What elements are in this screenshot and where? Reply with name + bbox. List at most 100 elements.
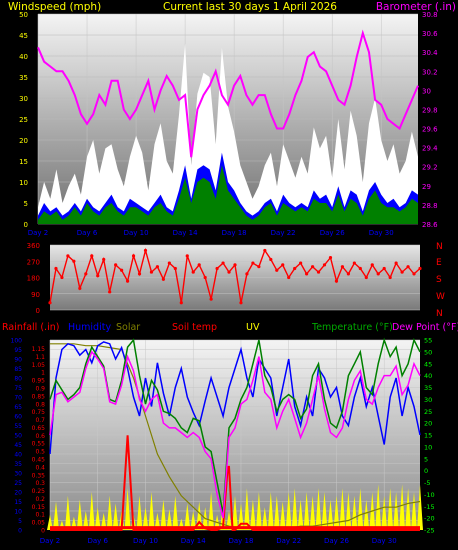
barometer-tick-label: 30.6 — [422, 30, 438, 38]
uv-spike — [106, 495, 113, 530]
barometer-tick-label: 29.8 — [422, 106, 438, 114]
uv-spike — [232, 495, 238, 530]
uv-spike — [112, 503, 119, 530]
rain-tick-label: 0.6 — [35, 433, 45, 440]
wind-direction-point — [185, 254, 189, 258]
wind-direction-point — [412, 272, 416, 276]
climate-x-tick-label: Day 18 — [228, 537, 253, 545]
wind-direction-point — [125, 279, 130, 283]
climate-x-tick-label: Day 2 — [40, 537, 61, 545]
wind-direction-point — [54, 266, 58, 271]
wind-peak-area — [38, 43, 418, 225]
barometer-line — [37, 29, 419, 158]
rain-tick-label: 0.45 — [32, 456, 46, 463]
direction-y-tick-label: 180 — [27, 275, 40, 283]
humidity-tick-label: 35 — [14, 461, 22, 468]
humidity-tick-label: 30 — [14, 471, 22, 478]
wind-y-tick-label: 50 — [19, 11, 28, 19]
wind-y-tick-label: 40 — [19, 53, 28, 61]
wind-y-tick-label: 10 — [19, 179, 28, 187]
wind-direction-point — [364, 275, 368, 280]
wind-direction-point — [305, 272, 309, 276]
wind-direction-point — [358, 266, 362, 271]
uv-spike — [255, 492, 262, 530]
wind-x-tick-label: Day 6 — [77, 229, 98, 237]
rain-tick-label: 1 — [41, 370, 45, 377]
dew-point-line — [49, 350, 421, 519]
legend-label: UV — [246, 322, 260, 333]
wind-direction-point — [376, 272, 380, 276]
wind-direction-point — [137, 272, 142, 276]
wind-y-tick-label: 35 — [19, 74, 28, 82]
rain-tick-label: 0.25 — [32, 488, 46, 495]
uv-spike — [375, 484, 382, 530]
uv-spike — [184, 503, 191, 530]
wind-direction-point — [310, 265, 315, 269]
wind-direction-point — [281, 263, 285, 267]
temperature-line — [49, 337, 421, 514]
temperature-tick-label: 10 — [424, 443, 432, 451]
uv-spike — [417, 484, 423, 530]
humidity-tick-label: 85 — [14, 366, 22, 373]
wind-direction-point — [90, 254, 94, 258]
wind-direction-point — [197, 263, 201, 267]
climate-x-tick-label: Day 6 — [87, 537, 108, 545]
rain-tick-label: 0.9 — [35, 385, 45, 392]
uv-spike — [76, 499, 83, 530]
temperature-tick-label: 20 — [424, 420, 432, 428]
wind-direction-point — [394, 261, 398, 265]
wind-direction-point — [322, 263, 327, 267]
temperature-tick-label: 50 — [424, 348, 432, 356]
wind-direction-point — [340, 265, 345, 269]
uv-spike — [88, 492, 95, 530]
uv-spike — [327, 499, 334, 530]
rain-tick-label: 0.95 — [32, 378, 46, 385]
wind-direction-point — [173, 266, 177, 271]
uv-spike — [166, 509, 173, 530]
barometer-title: Barometer (.in) — [376, 1, 456, 13]
uv-spike — [381, 495, 388, 530]
wind-direction-point — [215, 266, 219, 271]
temperature-tick-label: 55 — [424, 337, 432, 345]
wind-direction-point — [149, 270, 154, 274]
temperature-tick-label: 40 — [424, 372, 432, 380]
wind-direction-point — [84, 272, 88, 276]
uv-spike — [387, 488, 394, 530]
uv-spike — [303, 492, 310, 530]
temperature-tick-label: 5 — [424, 455, 428, 463]
rainfall-line — [50, 435, 420, 531]
rain-tick-label: 0.75 — [32, 409, 46, 416]
humidity-tick-label: 90 — [14, 357, 22, 364]
uv-spike — [82, 511, 89, 530]
wind-x-tick-label: Day 22 — [271, 229, 296, 237]
wind-direction-point — [239, 301, 243, 305]
uv-spike — [321, 492, 328, 530]
wind-direction-point — [191, 270, 195, 274]
wind-direction-point — [108, 290, 112, 294]
humidity-tick-label: 80 — [14, 376, 22, 383]
wind-y-tick-label: 15 — [19, 158, 28, 166]
rain-tick-label: 0.35 — [32, 472, 46, 479]
direction-y-tick-label: 0 — [36, 307, 40, 315]
wind-direction-point — [143, 248, 148, 253]
compass-label: N — [436, 242, 443, 252]
uv-spike — [249, 499, 256, 530]
uv-spike — [64, 495, 71, 530]
wind-direction-point — [78, 286, 82, 290]
wind-direction-point — [275, 268, 279, 272]
wind-x-tick-label: Day 10 — [124, 229, 149, 237]
wind-direction-point — [72, 259, 76, 263]
temperature-tick-label: -10 — [424, 491, 435, 499]
wind-direction-point — [131, 254, 136, 258]
wind-x-tick-label: Day 18 — [222, 229, 247, 237]
uv-spike — [405, 488, 412, 530]
rain-tick-label: 1.1 — [35, 354, 45, 361]
rain-tick-label: 1.05 — [32, 362, 46, 369]
humidity-tick-label: 15 — [14, 499, 22, 506]
wind-x-tick-label: Day 26 — [320, 229, 346, 237]
climate-x-tick-label: Day 30 — [372, 537, 397, 545]
wind-direction-point — [114, 263, 118, 267]
uv-spike — [279, 501, 286, 530]
temperature-tick-label: 35 — [424, 384, 432, 392]
